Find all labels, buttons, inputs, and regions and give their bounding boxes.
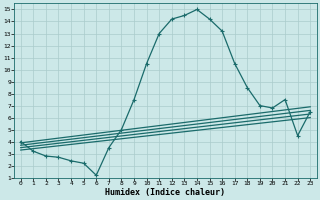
X-axis label: Humidex (Indice chaleur): Humidex (Indice chaleur)	[106, 188, 226, 197]
